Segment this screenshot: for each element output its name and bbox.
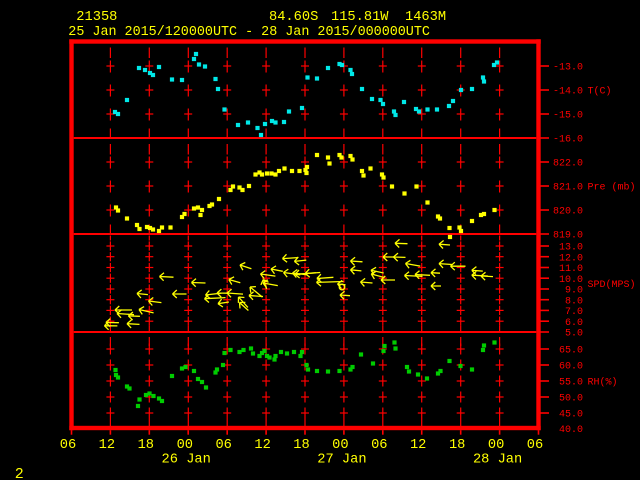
svg-text:00: 00 <box>177 438 193 453</box>
svg-text:SPD(MPS): SPD(MPS) <box>588 279 636 291</box>
svg-text:-13.0: -13.0 <box>553 63 583 74</box>
svg-text:820.0: 820.0 <box>553 207 583 218</box>
svg-text:12.0: 12.0 <box>559 253 583 264</box>
svg-text:00: 00 <box>332 438 348 453</box>
svg-text:822.0: 822.0 <box>553 159 583 170</box>
svg-text:115.81W: 115.81W <box>331 10 389 25</box>
svg-text:2: 2 <box>15 466 24 480</box>
svg-text:26 Jan: 26 Jan <box>162 452 211 467</box>
svg-text:50.0: 50.0 <box>559 394 583 405</box>
svg-text:819.0: 819.0 <box>553 231 583 242</box>
svg-text:21358: 21358 <box>76 10 117 25</box>
svg-text:13.0: 13.0 <box>559 243 583 254</box>
svg-text:55.0: 55.0 <box>559 378 583 389</box>
svg-text:10.0: 10.0 <box>559 275 583 286</box>
svg-text:8.0: 8.0 <box>565 296 583 307</box>
svg-text:-14.0: -14.0 <box>553 87 583 98</box>
svg-text:60.0: 60.0 <box>559 362 583 373</box>
svg-text:7.0: 7.0 <box>565 307 583 318</box>
svg-text:65.0: 65.0 <box>559 346 583 357</box>
svg-text:45.0: 45.0 <box>559 410 583 421</box>
svg-text:821.0: 821.0 <box>553 183 583 194</box>
svg-text:9.0: 9.0 <box>565 286 583 297</box>
svg-text:1463M: 1463M <box>405 10 446 25</box>
svg-text:06: 06 <box>371 438 387 453</box>
svg-text:00: 00 <box>488 438 504 453</box>
svg-text:27 Jan: 27 Jan <box>317 452 366 467</box>
svg-text:28 Jan: 28 Jan <box>473 452 522 467</box>
svg-text:12: 12 <box>410 438 426 453</box>
svg-text:06: 06 <box>215 438 231 453</box>
svg-text:12: 12 <box>254 438 270 453</box>
svg-text:6.0: 6.0 <box>565 318 583 329</box>
svg-text:12: 12 <box>99 438 115 453</box>
svg-text:-16.0: -16.0 <box>553 135 583 146</box>
svg-text:18: 18 <box>449 438 465 453</box>
svg-text:Pre (mb): Pre (mb) <box>588 182 636 194</box>
svg-text:11.0: 11.0 <box>559 264 583 275</box>
svg-text:5.0: 5.0 <box>565 329 583 340</box>
svg-text:06: 06 <box>527 438 543 453</box>
svg-text:-15.0: -15.0 <box>553 111 583 122</box>
svg-text:40.0: 40.0 <box>559 425 583 436</box>
svg-text:T(C): T(C) <box>588 86 612 98</box>
svg-text:25 Jan 2015/120000UTC - 28 Jan: 25 Jan 2015/120000UTC - 28 Jan 2015/0000… <box>68 25 430 40</box>
svg-text:06: 06 <box>60 438 76 453</box>
svg-text:RH(%): RH(%) <box>588 377 618 389</box>
svg-text:18: 18 <box>138 438 154 453</box>
svg-text:18: 18 <box>293 438 309 453</box>
svg-text:84.60S: 84.60S <box>269 10 318 25</box>
